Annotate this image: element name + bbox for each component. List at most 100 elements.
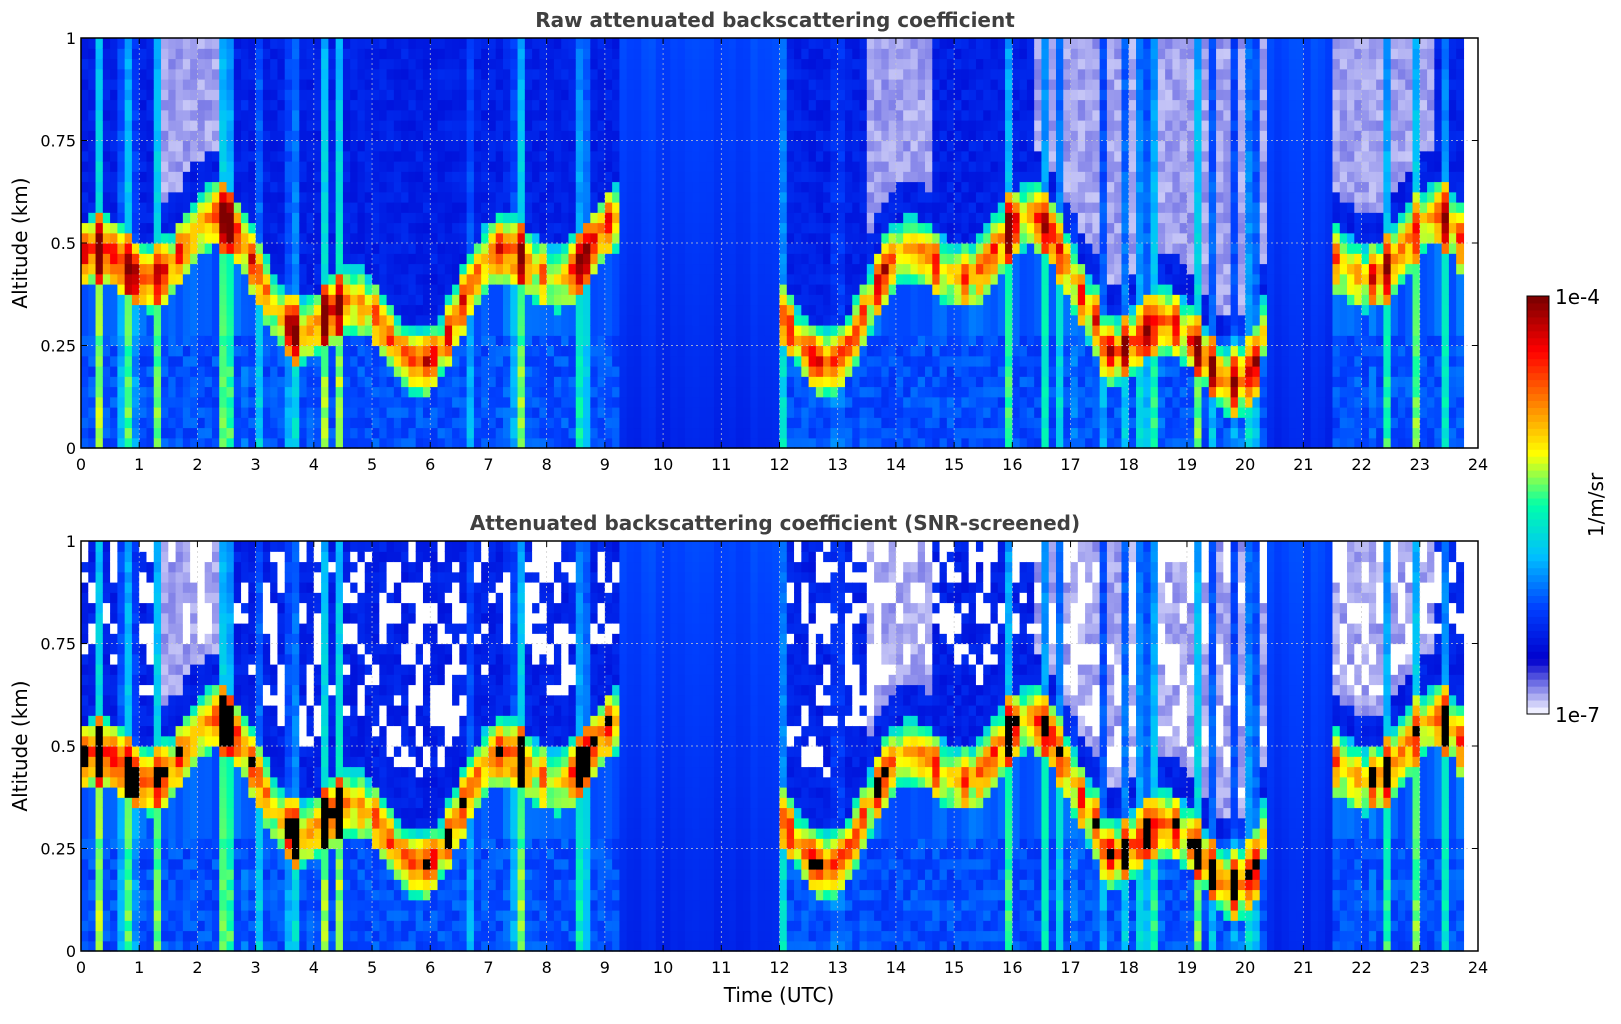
heatmap-cell	[190, 294, 199, 306]
heatmap-cell	[619, 202, 628, 213]
heatmap-cell	[190, 38, 199, 49]
heatmap-cell	[524, 243, 533, 254]
heatmap-cell	[888, 109, 897, 121]
heatmap-cell	[655, 212, 664, 224]
heatmap-cell	[692, 253, 701, 265]
heatmap-cell	[197, 202, 206, 213]
heatmap-cell	[692, 407, 701, 418]
heatmap-cell	[131, 191, 140, 203]
heatmap-cell	[357, 396, 366, 408]
heatmap-cell	[619, 161, 628, 172]
heatmap-cell	[524, 396, 533, 408]
heatmap-cell	[757, 335, 766, 347]
heatmap-cell	[735, 38, 744, 49]
heatmap-cell	[575, 120, 584, 131]
heatmap-cell	[481, 253, 490, 265]
heatmap-cell	[335, 304, 344, 316]
heatmap-cell	[786, 437, 795, 449]
heatmap-cell	[524, 99, 533, 111]
heatmap-cell	[139, 304, 148, 316]
heatmap-cell	[619, 120, 628, 131]
heatmap-cell	[961, 437, 970, 449]
heatmap-cell	[444, 38, 453, 49]
heatmap-cell	[313, 437, 322, 449]
heatmap-cell	[415, 38, 424, 49]
heatmap-cell	[335, 325, 344, 336]
heatmap-cell	[648, 294, 657, 306]
heatmap-cell	[262, 355, 271, 367]
heatmap-cell	[903, 345, 912, 357]
heatmap-cell	[102, 427, 111, 439]
heatmap-cell	[95, 294, 104, 306]
heatmap-cell	[466, 202, 475, 213]
heatmap-cell	[299, 314, 308, 326]
heatmap-cell	[568, 161, 577, 172]
heatmap-cell	[939, 396, 948, 408]
heatmap-cell	[270, 89, 279, 101]
heatmap-cell	[495, 99, 504, 111]
heatmap-cell	[757, 253, 766, 265]
heatmap-cell	[277, 417, 286, 429]
heatmap-cell	[633, 437, 642, 449]
heatmap-cell	[299, 38, 308, 49]
heatmap-cell	[481, 130, 490, 142]
heatmap-cell	[292, 181, 300, 193]
heatmap-cell	[182, 202, 191, 213]
heatmap-cell	[917, 150, 926, 162]
heatmap-cell	[393, 212, 402, 224]
heatmap-cell	[677, 79, 686, 90]
heatmap-cell	[219, 284, 228, 295]
heatmap-cell	[604, 99, 613, 111]
heatmap-cell	[633, 386, 642, 398]
heatmap-cell	[277, 355, 286, 367]
heatmap-cell	[728, 130, 737, 142]
heatmap-cell	[146, 212, 155, 224]
heatmap-cell	[481, 263, 490, 275]
heatmap-cell	[88, 386, 97, 398]
heatmap-cell	[641, 304, 650, 316]
heatmap-cell	[131, 366, 140, 377]
heatmap-cell	[779, 273, 788, 285]
heatmap-cell	[590, 150, 599, 162]
heatmap-cell	[728, 181, 737, 193]
heatmap-cell	[954, 437, 963, 449]
heatmap-cell	[895, 181, 904, 193]
heatmap-cell	[757, 48, 766, 60]
heatmap-cell	[961, 222, 970, 234]
heatmap-cell	[313, 294, 322, 306]
heatmap-cell	[81, 79, 89, 90]
heatmap-cell	[866, 232, 875, 244]
heatmap-cell	[612, 427, 621, 439]
heatmap-cell	[241, 202, 249, 213]
heatmap-cell	[961, 407, 970, 418]
heatmap-cell	[139, 222, 148, 234]
heatmap-cell	[481, 140, 490, 152]
heatmap-cell	[575, 345, 584, 357]
heatmap-cell	[677, 335, 686, 347]
heatmap-cell	[823, 427, 832, 439]
heatmap-cell	[386, 150, 395, 162]
heatmap-cell	[153, 48, 162, 60]
heatmap-cell	[925, 38, 933, 49]
heatmap-cell	[757, 355, 766, 367]
heatmap-cell	[844, 294, 853, 306]
heatmap-cell	[110, 150, 118, 162]
heatmap-cell	[328, 89, 337, 101]
heatmap-cell	[350, 150, 359, 162]
heatmap-cell	[677, 427, 686, 439]
heatmap-cell	[648, 171, 657, 183]
heatmap-cell	[211, 355, 220, 367]
heatmap-cell	[444, 396, 453, 408]
heatmap-cell	[539, 171, 548, 183]
heatmap-cell	[357, 68, 366, 80]
heatmap-cell	[706, 130, 715, 142]
heatmap-cell	[452, 222, 460, 234]
heatmap-cell	[786, 68, 795, 80]
heatmap-cell	[881, 89, 890, 101]
heatmap-cell	[597, 181, 606, 193]
heatmap-cell	[197, 38, 206, 49]
heatmap-cell	[430, 150, 439, 162]
heatmap-cell	[153, 407, 162, 418]
heatmap-cell	[153, 253, 162, 265]
heatmap-cell	[473, 273, 482, 285]
